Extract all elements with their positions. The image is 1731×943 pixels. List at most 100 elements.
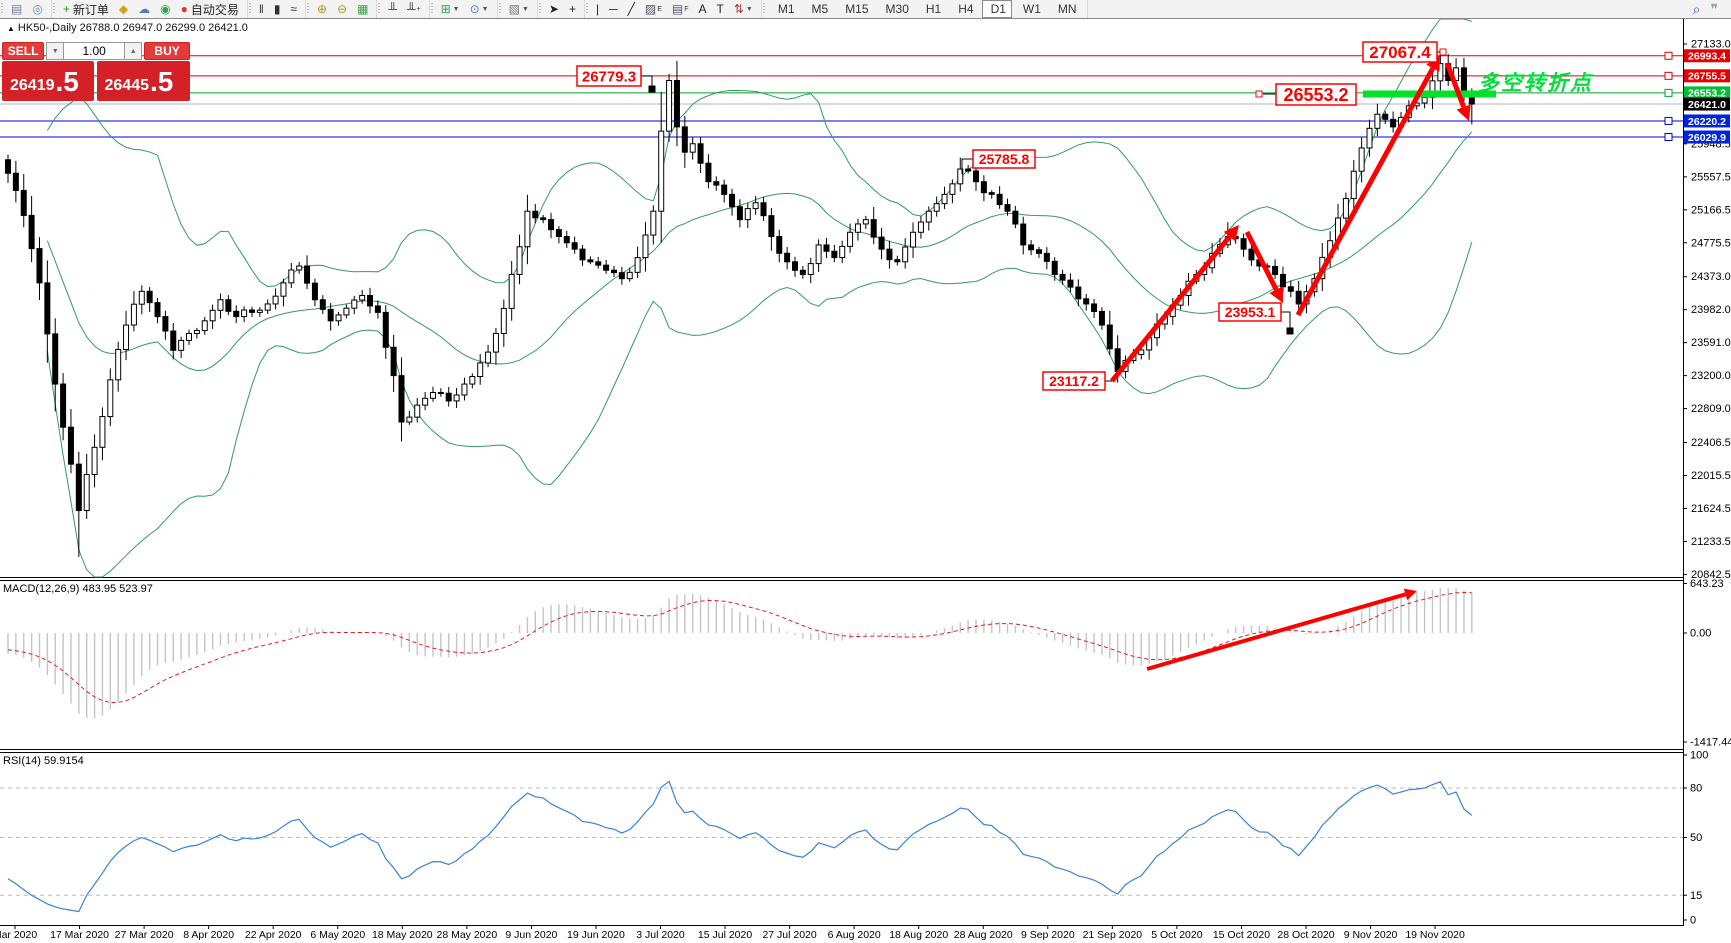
history-center-icon-glyph: ◎ [32,2,43,16]
price-annotation-label[interactable]: 25785.8 [961,149,1036,174]
crosshair-icon-glyph: + [568,2,576,16]
volume-decrease-button[interactable]: ▼ [46,42,65,60]
candle-body [319,299,326,310]
timeframe-m15-button[interactable]: M15 [836,0,874,18]
hline-icon[interactable]: ─ [605,0,622,18]
candlestick-chart-icon[interactable]: ▮ [270,0,285,18]
chart-window-icon[interactable]: ▤ [7,0,26,18]
trend-arrow[interactable] [1110,235,1232,383]
timeframe-m15-button-label: M15 [845,2,869,16]
candle-body [823,244,830,252]
candle-body [296,265,303,271]
price-annotation-label[interactable]: 27067.4 [1362,41,1447,63]
candle-body [1083,298,1090,305]
period-icon-glyph: ⊙ [469,2,480,16]
buy-button[interactable]: BUY [144,42,190,60]
cursor-icon[interactable]: ➤ [545,0,563,18]
auto-scroll-icon[interactable]: ╨ [384,0,401,18]
timeframe-h4-button-label: H4 [958,2,974,16]
candle-body [776,235,783,254]
trend-arrow[interactable] [1244,230,1279,291]
rsi-tick-label: 50 [1690,832,1702,844]
sell-button[interactable]: SELL [2,42,45,60]
chart-shift-icon[interactable]: ╨ + [403,0,425,18]
timeframe-h4-button[interactable]: H4 [949,0,979,18]
history-center-icon[interactable]: ◎ [28,0,46,18]
hline-marker[interactable] [1664,71,1673,80]
timeframe-h1-button[interactable]: H1 [917,0,947,18]
hline-marker[interactable] [1664,88,1673,97]
price-tag: 26220.2 [1684,114,1730,128]
candle-body [760,202,767,217]
timeframe-d1-button[interactable]: D1 [981,0,1012,18]
price-annotation-label[interactable]: 23117.2 [1042,371,1112,391]
new-order-icon-label: 新订单 [72,2,109,17]
line-chart-icon[interactable]: ≈ [286,0,301,18]
timeframe-m1-button[interactable]: M1 [769,0,801,18]
text-label-icon[interactable]: T [713,0,728,18]
candle-body [359,295,366,301]
timeframe-w1-button[interactable]: W1 [1014,0,1047,18]
new-order-icon[interactable]: + 新订单 [59,0,113,18]
book-icon[interactable]: ◆ [115,0,132,18]
trend-arrow[interactable] [1444,62,1467,108]
sell-price[interactable]: 26419 .5 [2,61,94,101]
price-tick-label: 21233.5 [1691,536,1731,548]
timeframe-m30-button[interactable]: M30 [877,0,915,18]
publish-icon[interactable]: ☁ [134,0,154,18]
text-label-icon-glyph: T [716,2,724,16]
equidistant-channel-icon[interactable]: ▨ E [641,0,666,18]
turning-point-text[interactable]: 多空转折点 [1478,71,1594,95]
candle-body [28,214,35,250]
timeframe-m5-button[interactable]: M5 [803,0,835,18]
candle-body [1051,260,1058,275]
period-icon[interactable]: ⊙ ▼ [466,0,493,18]
crosshair-icon[interactable]: + [565,0,580,18]
arrows-icon[interactable]: ⇅ ▼ [730,0,757,18]
fibonacci-icon[interactable]: ▤ F [668,0,693,18]
candle-body [52,333,59,385]
text-icon[interactable]: A [694,0,710,18]
zoom-out-icon[interactable]: ⊖ [333,0,351,18]
buy-price[interactable]: 26445 .5 [96,61,190,101]
price-annotation-label[interactable]: 23953.1 [1218,302,1294,335]
signals-icon[interactable]: ◉ [156,0,174,18]
trend-arrow[interactable] [1295,66,1436,317]
volume-increase-button[interactable]: ▲ [124,42,143,60]
chat-icon[interactable]: ❞ [1706,0,1722,18]
svg-text:23953.1: 23953.1 [1225,304,1276,320]
vline-icon[interactable]: | [592,0,603,18]
add-indicator-icon[interactable]: ⊞ ▼ [437,0,464,18]
trendline-icon[interactable]: ╱ [624,0,639,18]
autotrading-icon-label: 自动交易 [190,2,239,17]
volume-input[interactable]: 1.00 [64,42,125,60]
rsi-tick-label: 15 [1690,890,1702,902]
dropdown-arrow-icon: ▼ [521,5,529,13]
date-tick-label: 27 Mar 2020 [115,929,174,941]
candle-body [201,320,208,332]
candle-body [20,189,27,216]
search-icon[interactable]: ⌕ [1689,0,1705,18]
candle-body [225,299,232,312]
timeframe-mn-button[interactable]: MN [1049,0,1083,18]
zoom-in-icon[interactable]: ⊕ [313,0,331,18]
tile-windows-icon[interactable]: ▦ [353,0,372,18]
price-annotation-label[interactable]: 26553.2 [1255,83,1357,106]
autotrading-icon[interactable]: ● 自动交易 [177,0,243,18]
price-annotation-label[interactable]: 26779.3 [576,65,656,93]
template-icon[interactable]: ▧ ▼ [505,0,533,18]
trend-arrow[interactable] [1146,592,1407,671]
candle-body [878,236,885,250]
hline-marker[interactable] [1664,133,1673,142]
candle-body [1043,252,1050,262]
candle-body [854,223,861,233]
hline-marker[interactable] [1664,51,1673,60]
hline-marker[interactable] [1664,116,1673,125]
bar-chart-icon[interactable]: ‖ [255,0,268,18]
price-tick-label: 24373.0 [1691,271,1731,283]
date-tick-label: 18 May 2020 [372,929,433,941]
dropdown-arrow-icon: ▼ [745,5,753,13]
candle-body [587,259,594,263]
